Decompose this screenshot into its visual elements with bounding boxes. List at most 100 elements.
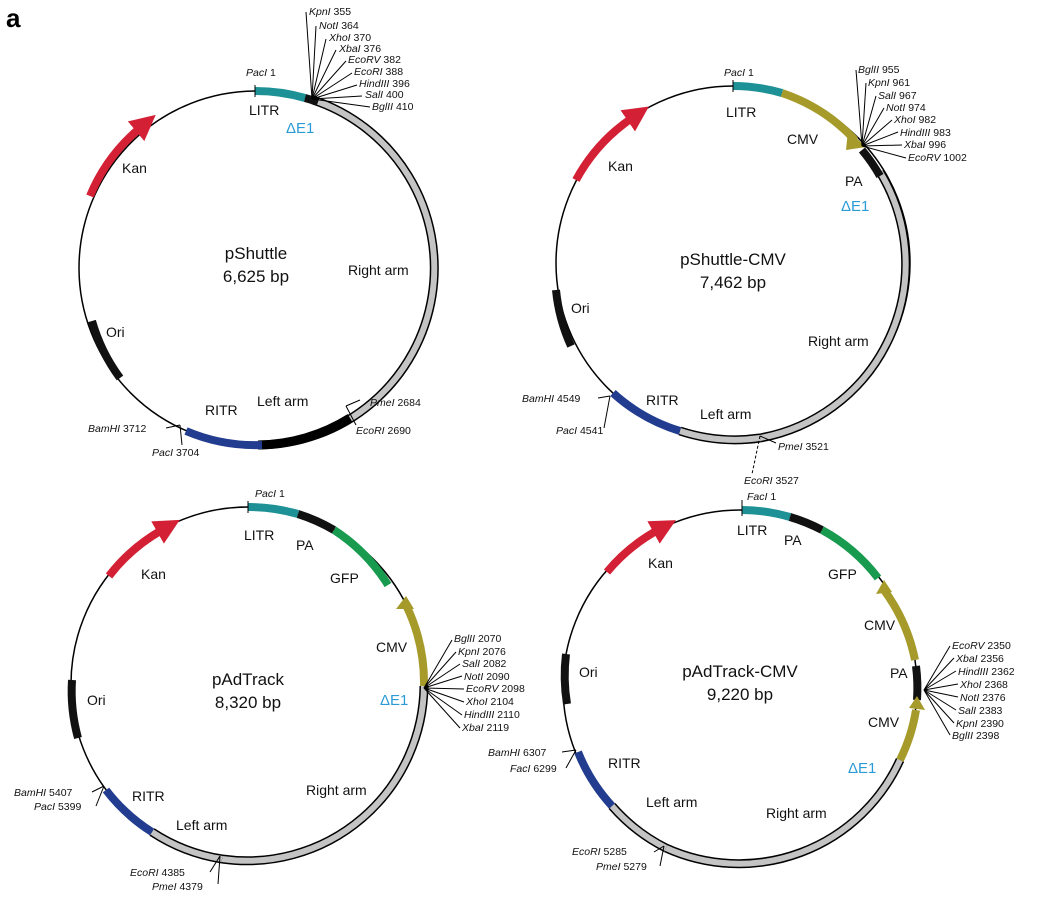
litr-segment <box>732 82 784 97</box>
enzyme: FacI <box>510 763 531 775</box>
enzyme: PmeI <box>370 397 395 409</box>
mcs-site: NotI 974 <box>886 102 926 114</box>
site-label: BamHI 4549 <box>522 393 581 405</box>
enzyme: XhoI <box>959 679 982 691</box>
mcs-site: XbaI 2119 <box>461 722 509 734</box>
right-arm-label: Right arm <box>348 262 409 278</box>
position: 5399 <box>58 801 82 813</box>
position: 6299 <box>533 763 557 775</box>
top-site-label: PacI 1 <box>724 67 754 79</box>
position: 400 <box>386 89 404 101</box>
right-arm-label: Right arm <box>306 782 367 798</box>
site-tick <box>179 424 183 446</box>
mcs-site: XhoI 370 <box>328 32 371 44</box>
pa-mid-label: PA <box>890 665 908 681</box>
enzyme: FacI <box>747 491 768 503</box>
mcs-site: SalI 400 <box>365 89 404 101</box>
mcs-site: XbaI 376 <box>338 43 381 55</box>
position: 996 <box>929 139 947 151</box>
position: 5407 <box>49 787 73 799</box>
position: 376 <box>364 43 382 55</box>
mcs-site: BglII 955 <box>858 64 900 76</box>
left-arm-fill <box>150 829 223 862</box>
mcs-site: EcoRV 382 <box>348 54 401 66</box>
enzyme: KpnI <box>868 77 890 89</box>
mcs-site: NotI 364 <box>319 20 359 32</box>
ori-label: Ori <box>106 324 125 340</box>
enzyme: NotI <box>319 20 338 32</box>
litr-label: LITR <box>726 104 756 120</box>
mcs-sites: BglII 955 KpnI 961 SalI 967 NotI 974 Xho… <box>855 64 967 164</box>
plasmid-size: 6,625 bp <box>223 267 289 286</box>
enzyme: KpnI <box>956 718 978 730</box>
site-label: PmeI 4379 <box>152 881 203 893</box>
enzyme: XhoI <box>328 32 351 44</box>
mcs-tick <box>923 689 959 698</box>
position: 2082 <box>483 658 507 670</box>
site-label: EcoRI 3527 <box>744 475 799 487</box>
position: 3712 <box>123 423 147 435</box>
mcs-tick <box>923 670 957 691</box>
mcs-tick <box>855 69 863 147</box>
litr-label: LITR <box>737 522 767 538</box>
mcs-sites: KpnI 355 NotI 364 XhoI 370 XbaI 376 EcoR… <box>305 6 414 113</box>
position: 4541 <box>580 425 604 437</box>
position: 2076 <box>483 646 507 658</box>
position: 364 <box>341 20 359 32</box>
mcs-tick <box>923 689 955 724</box>
site-label: EcoRI 2690 <box>356 425 411 437</box>
mcs-tick <box>423 687 463 716</box>
ritr-label: RITR <box>646 392 679 408</box>
mcs-site: BglII 410 <box>372 101 414 113</box>
enzyme: PacI <box>255 488 276 500</box>
left-arm-fill <box>609 804 668 851</box>
kan-arrow <box>86 114 156 198</box>
right-arm-label: Right arm <box>766 805 827 821</box>
site-tick <box>751 435 761 475</box>
site-label: PmeI 2684 <box>370 397 421 409</box>
mcs-tick <box>861 95 877 147</box>
mcs-site: HindIII 2110 <box>464 709 520 721</box>
enzyme: PacI <box>34 801 55 813</box>
site-tick <box>653 845 665 853</box>
enzyme: NotI <box>886 102 905 114</box>
position: 983 <box>933 127 951 139</box>
enzyme: EcoRI <box>354 66 383 78</box>
enzyme: PacI <box>152 447 173 459</box>
kan-label: Kan <box>141 566 166 582</box>
enzyme: KpnI <box>458 646 480 658</box>
left-arm-label: Left arm <box>176 817 227 833</box>
mcs-tick <box>423 675 463 689</box>
position: 388 <box>386 66 404 78</box>
bottom-sites: BamHI 5407 PacI 5399 EcoRI 4385 PmeI 437… <box>14 785 221 893</box>
mcs-tick <box>423 687 461 729</box>
ritr-segment <box>574 750 615 809</box>
mcs-site: XbaI 2356 <box>955 653 1004 665</box>
mcs-site: HindIII 983 <box>900 127 951 139</box>
site-tick <box>561 749 577 753</box>
enzyme: XbaI <box>338 43 361 55</box>
plasmid-size: 8,320 bp <box>215 693 281 712</box>
site-tick <box>603 395 611 429</box>
left-arm-label: Left arm <box>646 794 697 810</box>
mcs-tick <box>311 84 358 100</box>
cmv-arrowhead <box>396 596 414 609</box>
mcs-tick <box>311 60 347 100</box>
position: 2070 <box>478 633 502 645</box>
mcs-tick <box>423 651 457 689</box>
position: 396 <box>392 78 410 90</box>
pa-mid-segment <box>912 665 922 701</box>
mcs-site: SalI 2082 <box>462 658 507 670</box>
ritr-segment <box>102 787 155 836</box>
enzyme: PacI <box>556 425 577 437</box>
enzyme: EcoRI <box>130 867 159 879</box>
mcs-site: SalI 967 <box>878 90 917 102</box>
mcs-tick <box>423 687 465 703</box>
mcs-site: XbaI 996 <box>903 139 946 151</box>
litr-segment <box>254 86 307 102</box>
site-label: PacI 3704 <box>152 447 199 459</box>
cmv-bottom-label: CMV <box>868 714 900 730</box>
mcs-tick <box>861 145 907 159</box>
site-label: PacI 5399 <box>34 801 81 813</box>
mcs-tick <box>861 82 867 147</box>
